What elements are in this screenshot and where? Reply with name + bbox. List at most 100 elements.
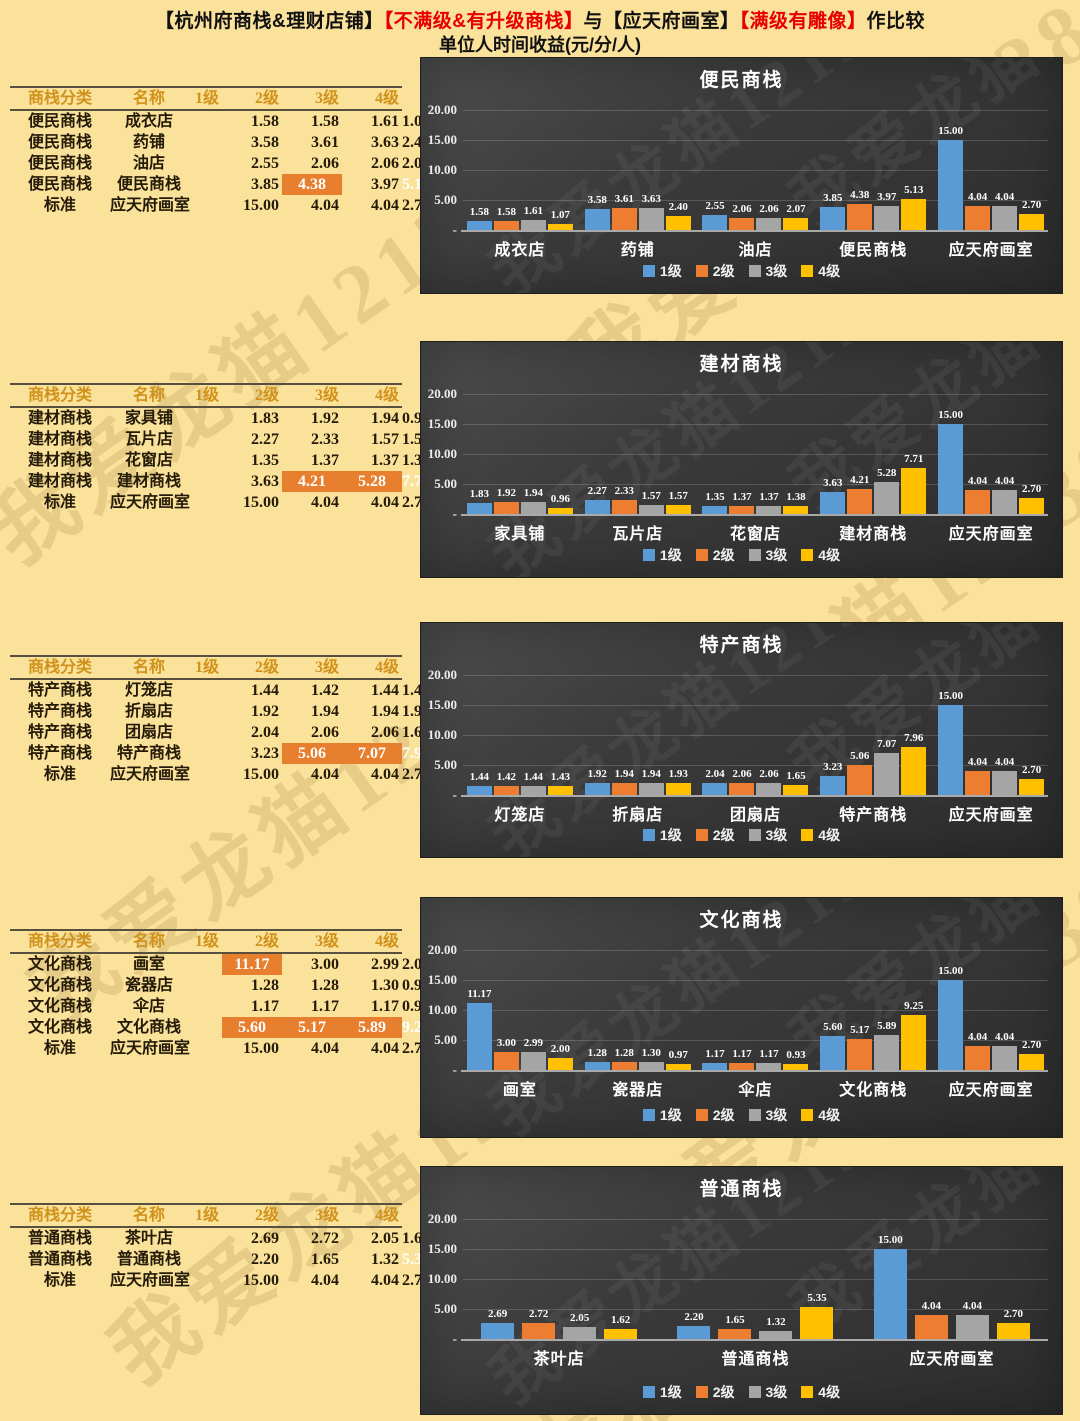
y-axis-label: 10.00 (427, 1002, 457, 1017)
chart-title: 建材商栈 (699, 354, 784, 375)
column-header: 3级 (282, 929, 342, 954)
category-label: 瓦片店 (612, 526, 664, 543)
legend-item: 4级 (801, 1105, 840, 1125)
bar-slot: 1.07 (547, 90, 573, 230)
bar-4级 (1019, 213, 1045, 230)
bar-slot: 1.17 (756, 930, 782, 1070)
gridline (463, 765, 1048, 766)
bar-slot: 1.58 (466, 90, 492, 230)
legend-item: 1级 (642, 261, 682, 281)
bar-4级 (665, 1064, 691, 1070)
bar-value-label: 5.60 (823, 1021, 843, 1034)
table-row: 特产商栈 折扇店 1.92 1.94 1.94 1.93 (10, 701, 430, 722)
category-cell: 特产商栈 (27, 682, 92, 699)
bar-value-label: 3.85 (823, 191, 843, 204)
bar-value-label: 4.04 (994, 474, 1015, 487)
bar-value-label: 5.35 (807, 1291, 827, 1304)
category-group: 11.17 3.00 2.99 2.00 (461, 930, 579, 1070)
value-cell: 15.00 (243, 766, 279, 783)
y-axis-label: 20.00 (427, 942, 457, 957)
legend-label: 4级 (818, 1107, 841, 1123)
legend-swatch (801, 265, 814, 277)
bar-value-label: 5.13 (904, 184, 924, 197)
category-cell: 标准 (43, 1272, 76, 1289)
spacer-cell (188, 1249, 222, 1270)
y-axis-label: 15.00 (427, 972, 457, 987)
bar-value-label: 2.05 (570, 1311, 590, 1324)
value-cell: 15.00 (243, 1040, 279, 1057)
legend-item: 1级 (642, 825, 682, 845)
bar-slot: 2.06 (756, 90, 782, 230)
bar-slot: 1.44 (466, 655, 492, 795)
bar-slot: 2.70 (1019, 90, 1045, 230)
bar-slot: 5.60 (820, 930, 846, 1070)
gridline (463, 454, 1048, 455)
bar-slot: 4.04 (965, 90, 991, 230)
name-cell: 家具铺 (124, 410, 173, 427)
bar-4级 (996, 1322, 1030, 1339)
bar-value-label: 1.83 (469, 488, 490, 501)
category-label: 折扇店 (612, 807, 664, 824)
x-axis-line (461, 1339, 1048, 1341)
bar-slot: 3.00 (493, 930, 519, 1070)
value-cell: 2.20 (251, 1251, 279, 1268)
value-cell: 1.17 (371, 998, 399, 1015)
category-label: 灯笼店 (494, 807, 546, 824)
bar-value-label: 1.65 (725, 1314, 745, 1327)
bar-value-label: 2.70 (1003, 1307, 1023, 1320)
bar-4级 (547, 786, 573, 795)
category-label: 家具铺 (494, 526, 546, 543)
bar-slot: 11.17 (466, 930, 492, 1070)
bar-1级 (938, 705, 964, 795)
bar-slot: 9.25 (901, 930, 927, 1070)
category-group: 15.00 4.04 4.04 2.70 (932, 655, 1050, 795)
gridline (463, 1040, 1048, 1041)
bar-value-label: 2.27 (587, 485, 607, 498)
legend-item: 4级 (801, 825, 840, 845)
category-cell: 便民商栈 (27, 113, 92, 130)
bar-2级 (965, 1045, 991, 1070)
category-group: 2.55 2.06 2.06 2.07 (697, 90, 815, 230)
legend: 1级 2级 3级 4级 (421, 261, 1062, 281)
bar-slot: 2.06 (729, 655, 755, 795)
bar-4级 (604, 1329, 638, 1339)
bar-value-label: 3.63 (823, 477, 843, 490)
bar-1级 (820, 1036, 846, 1070)
bar-slot: 2.55 (702, 90, 728, 230)
bar-1级 (466, 503, 492, 514)
legend-item: 1级 (642, 545, 682, 565)
gridline (463, 675, 1048, 676)
bar-slot: 2.27 (584, 374, 610, 514)
bar-slot: 2.05 (563, 1199, 597, 1339)
bar-3级 (874, 1034, 900, 1070)
value-cell: 1.44 (251, 682, 279, 699)
bar-slot: 2.07 (783, 90, 809, 230)
bar-value-label: 1.28 (587, 1047, 607, 1060)
bar-slot: 2.06 (729, 90, 755, 230)
name-cell: 灯笼店 (124, 682, 173, 699)
bar-4级 (1019, 497, 1045, 514)
category-cell: 建材商栈 (27, 410, 92, 427)
value-cell: 4.21 (282, 471, 342, 492)
bar-slot: 2.99 (520, 930, 546, 1070)
bar-value-label: 1.92 (496, 487, 517, 500)
category-label: 团扇店 (729, 807, 781, 824)
bar-1级 (938, 140, 964, 230)
value-cell: 1.28 (311, 977, 339, 994)
category-group: 2.04 2.06 2.06 1.65 (697, 655, 815, 795)
category-label: 应天府画室 (948, 807, 1034, 824)
spacer-cell (188, 110, 222, 132)
spacer-cell (188, 996, 222, 1017)
bar-slot: 1.35 (702, 374, 728, 514)
bar-slot: 1.32 (759, 1199, 793, 1339)
legend-swatch (801, 1386, 814, 1398)
bar-slot: 5.28 (874, 374, 900, 514)
y-axis-label: 10.00 (427, 162, 457, 177)
value-cell: 1.30 (371, 977, 399, 994)
bar-slot: 3.97 (874, 90, 900, 230)
gridline (463, 394, 1048, 395)
value-cell: 5.28 (342, 471, 402, 492)
name-cell: 成衣店 (124, 113, 173, 130)
bar-value-label: 1.58 (496, 205, 517, 218)
value-cell: 4.04 (371, 766, 399, 783)
